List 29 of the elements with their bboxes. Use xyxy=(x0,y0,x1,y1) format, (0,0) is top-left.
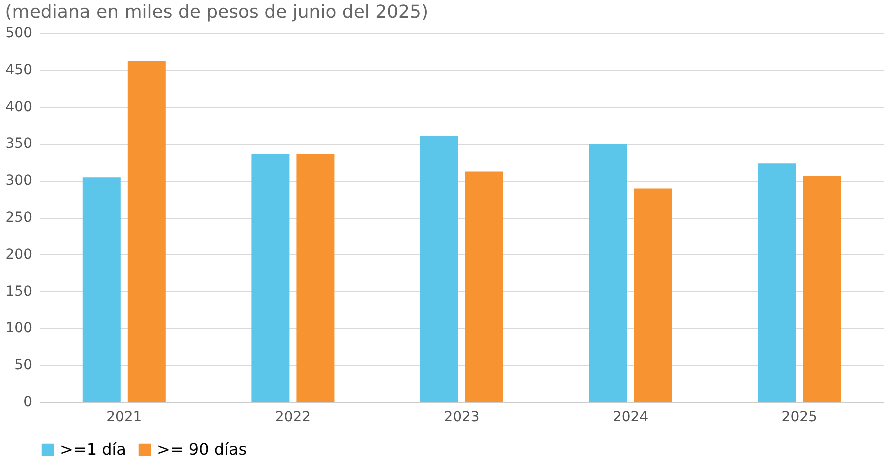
bar xyxy=(252,154,290,402)
y-tick-label: 350 xyxy=(6,136,32,152)
bar xyxy=(296,154,335,402)
y-tick-label: 0 xyxy=(24,394,32,410)
bar xyxy=(589,144,628,402)
y-tick-label: 50 xyxy=(14,358,32,374)
bar xyxy=(420,136,458,402)
x-tick-label: 2024 xyxy=(612,410,649,426)
y-tick-label: 300 xyxy=(6,173,32,190)
y-tick-label: 400 xyxy=(6,99,32,116)
bar xyxy=(128,61,166,402)
bar xyxy=(82,178,121,402)
y-tick-label: 450 xyxy=(6,62,32,78)
x-tick-label: 2025 xyxy=(782,410,818,426)
y-tick-label: 150 xyxy=(6,284,32,300)
legend-label: >= 90 días xyxy=(157,440,248,459)
y-tick-label: 250 xyxy=(6,210,32,226)
bar xyxy=(634,188,672,402)
bar xyxy=(466,172,504,402)
x-tick-label: 2021 xyxy=(106,410,142,426)
chart-subtitle: (mediana en miles de pesos de junio del 2025) xyxy=(5,2,428,23)
y-tick-label: 100 xyxy=(6,320,32,337)
bar xyxy=(758,164,796,402)
legend-label: >=1 día xyxy=(60,440,126,459)
x-tick-label: 2022 xyxy=(275,410,312,426)
bar xyxy=(803,176,842,402)
y-tick-label: 200 xyxy=(6,246,32,263)
x-tick-label: 2023 xyxy=(444,410,480,426)
y-tick-label: 500 xyxy=(6,26,32,42)
